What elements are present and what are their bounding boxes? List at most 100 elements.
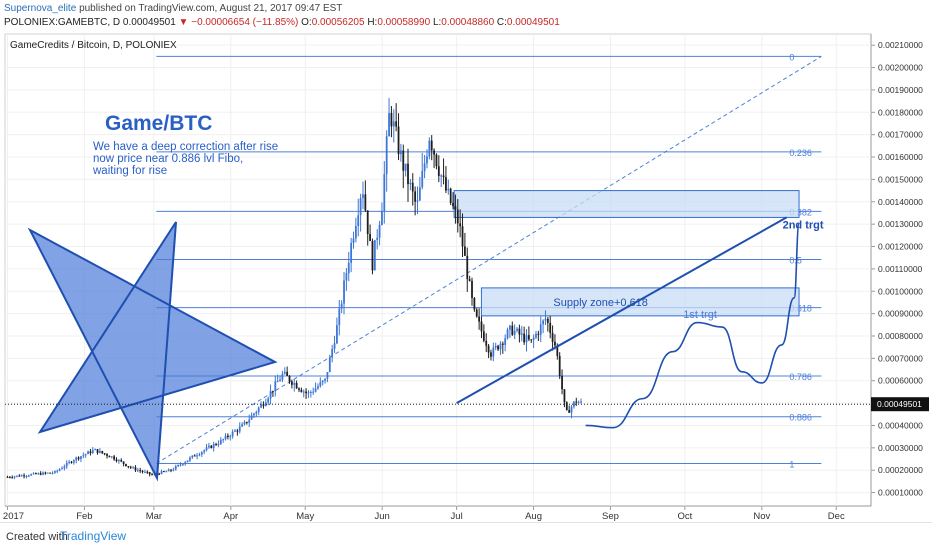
annotation-line-2: now price near 0.886 lvl Fibo,: [93, 153, 243, 165]
candle-body: [212, 444, 215, 449]
zones[interactable]: Supply zone+0.618: [453, 190, 800, 317]
candle-body: [160, 471, 163, 475]
candle-body: [418, 187, 421, 201]
price-axis[interactable]: 0.00210000 0.00200000 0.00190000 0.00180000…: [871, 40, 929, 498]
candle-body: [113, 456, 116, 460]
candle-body: [167, 469, 170, 472]
candle-body: [525, 335, 528, 343]
supply-zone-box[interactable]: [480, 287, 800, 317]
candle-body: [241, 424, 244, 427]
candle-body: [305, 391, 308, 394]
candle-body: [165, 471, 168, 473]
candle-body: [388, 113, 390, 137]
candle-body: [101, 450, 104, 454]
candle-body: [390, 113, 393, 127]
star-drawing[interactable]: [27, 221, 278, 482]
candle-body: [139, 470, 142, 472]
price-tick-label: 0.00140000: [878, 197, 923, 207]
candle-body: [288, 375, 291, 382]
price-chart[interactable]: 0 0.236 0.382 0.5 0.618 0.786 0.886 1 Supply zo…: [0, 30, 932, 522]
candle-body: [513, 330, 516, 335]
first-target-label: 1st trgt: [683, 309, 717, 321]
candle-body: [435, 154, 438, 167]
candle-body: [298, 388, 300, 390]
projection-path[interactable]: [585, 223, 800, 429]
candle-body: [158, 473, 161, 475]
candle-body: [238, 426, 241, 432]
candle-body: [506, 329, 509, 339]
candle-body: [558, 355, 561, 376]
tradingview-logo[interactable]: TradingView: [60, 529, 127, 543]
created-with-label: Created with: [6, 531, 68, 543]
candle-body: [347, 262, 350, 274]
candle-body: [328, 357, 331, 373]
candle-body: [129, 466, 132, 468]
candle-body: [250, 415, 253, 420]
candle-body: [30, 474, 33, 476]
candle-body: [231, 431, 234, 437]
second-target-label: 2nd trgt: [783, 220, 824, 232]
candle-body: [478, 316, 481, 322]
candle-body: [32, 473, 35, 475]
trend-line[interactable]: [456, 216, 788, 404]
candle-body: [260, 404, 262, 408]
candle-body: [269, 390, 272, 399]
drawings[interactable]: 2nd trgt 1st trgt: [5, 216, 871, 482]
candle-body: [253, 413, 255, 416]
candle-body: [575, 401, 578, 403]
candle-body: [407, 163, 409, 185]
price-tick-label: 0.00060000: [878, 376, 923, 386]
author-link[interactable]: Supernova_elite: [4, 3, 77, 14]
candle-body: [530, 339, 533, 341]
candle-body: [577, 402, 580, 404]
candle-body: [99, 450, 101, 453]
fib-level-label: 0.382: [789, 207, 812, 217]
candle-body: [487, 345, 490, 353]
price-tick-label: 0.00110000: [878, 264, 923, 274]
candle-body: [537, 333, 540, 335]
price-tick-label: 0.00090000: [878, 309, 923, 319]
candle-body: [463, 246, 466, 256]
ohlc-line: POLONIEX:GAMEBTC, D 0.00049501 ▼ −0.0000…: [4, 17, 560, 28]
candle-body: [416, 200, 419, 202]
candle-body: [283, 371, 286, 374]
candle-body: [409, 182, 412, 185]
candle-body: [359, 197, 362, 216]
candle-body: [18, 475, 21, 477]
candles: [6, 97, 582, 480]
time-axis[interactable]: 2017 Feb Mar Apr May Jun Jul Aug Sep Oct Nov Dec: [3, 506, 845, 522]
candle-body: [573, 401, 575, 407]
candle-body: [198, 454, 201, 456]
candle-body: [144, 471, 146, 473]
candle-body: [504, 338, 507, 345]
candle-body: [442, 175, 445, 178]
candle-body: [125, 463, 127, 467]
candle-body: [27, 475, 30, 477]
price-tick-label: 0.00080000: [878, 331, 923, 341]
candle-body: [70, 461, 73, 463]
high-value: 0.00058990: [377, 17, 431, 28]
candle-body: [49, 472, 52, 474]
candle-body: [181, 464, 184, 466]
candle-body: [35, 473, 37, 475]
candle-body: [229, 436, 232, 438]
candle-body: [501, 343, 504, 345]
candle-body: [151, 474, 153, 476]
price-tick-label: 0.00160000: [878, 152, 923, 162]
candle-body: [549, 322, 552, 333]
candle-body: [108, 455, 111, 458]
supply-zone-box[interactable]: [453, 190, 800, 218]
candle-body: [264, 402, 267, 406]
candle-body: [87, 451, 89, 455]
candle-body: [539, 324, 542, 335]
fib-trend-diagonal: [156, 55, 822, 464]
price-tick-label: 0.00040000: [878, 420, 923, 430]
fib-level-label: 0.5: [789, 255, 802, 265]
candle-body: [61, 468, 63, 470]
price-tick-label: 0.00180000: [878, 107, 923, 117]
candle-body: [63, 466, 66, 469]
price-change: ▼ −0.00006654 (−11.85%): [178, 17, 299, 28]
fib-level-label: 0.236: [789, 148, 812, 158]
candle-body: [565, 402, 568, 411]
candle-body: [449, 188, 452, 203]
